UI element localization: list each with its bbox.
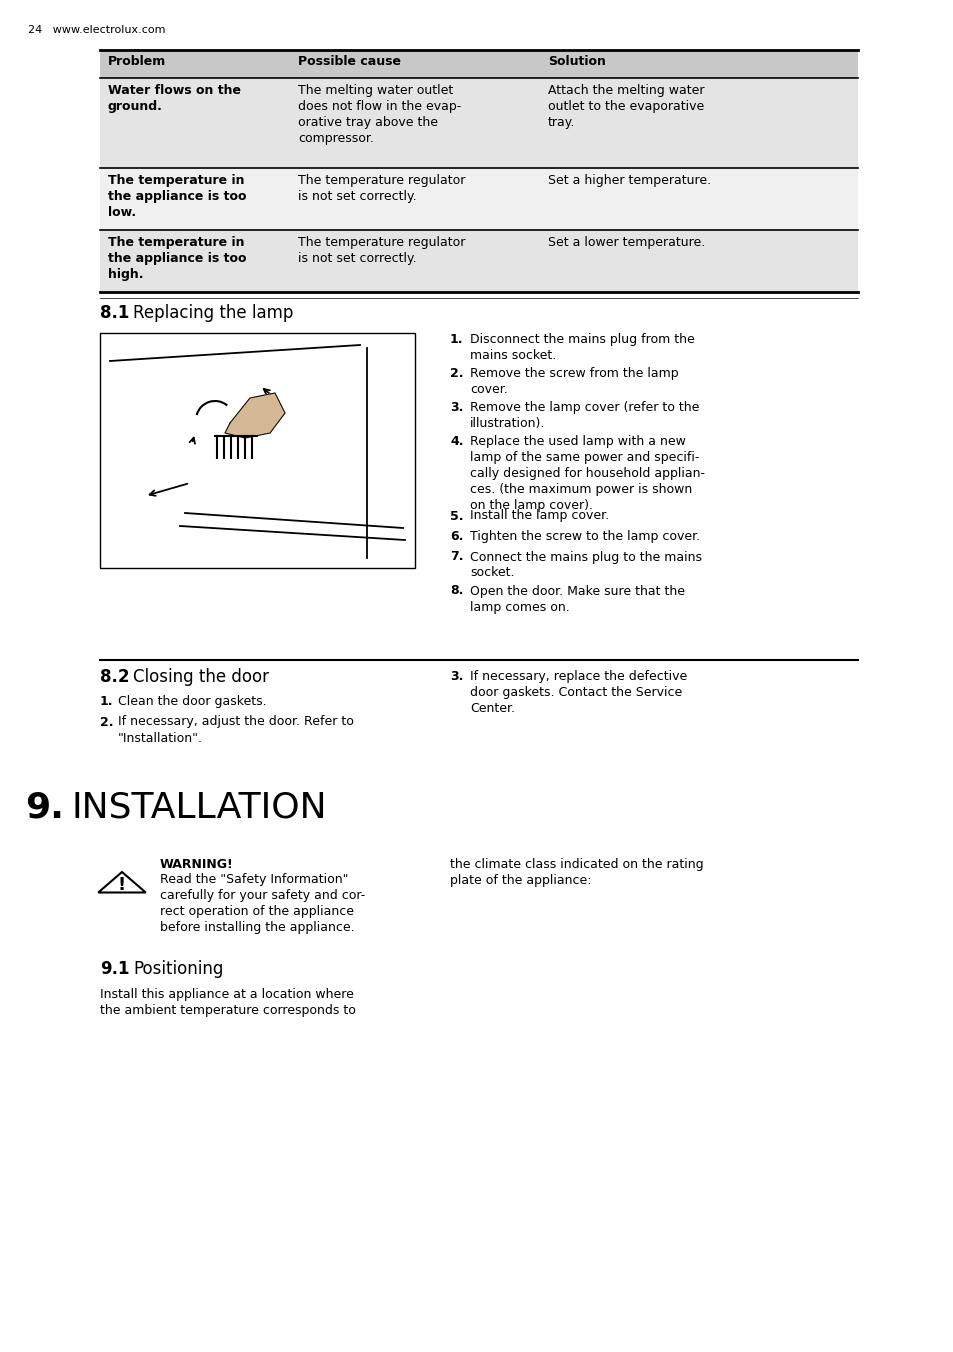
Text: Problem: Problem bbox=[108, 55, 166, 68]
Text: The temperature in
the appliance is too
high.: The temperature in the appliance is too … bbox=[108, 237, 246, 281]
Text: 9.1: 9.1 bbox=[100, 960, 130, 977]
Bar bbox=[100, 230, 857, 292]
Text: Set a higher temperature.: Set a higher temperature. bbox=[547, 174, 710, 187]
Text: Clean the door gaskets.: Clean the door gaskets. bbox=[118, 695, 266, 708]
Text: Disconnect the mains plug from the
mains socket.: Disconnect the mains plug from the mains… bbox=[470, 333, 694, 362]
Polygon shape bbox=[225, 393, 285, 438]
Text: 3.: 3. bbox=[450, 402, 463, 414]
Text: Remove the lamp cover (refer to the
illustration).: Remove the lamp cover (refer to the illu… bbox=[470, 402, 699, 430]
Text: 2.: 2. bbox=[100, 715, 113, 729]
Text: Install this appliance at a location where
the ambient temperature corresponds t: Install this appliance at a location whe… bbox=[100, 988, 355, 1017]
Text: Tighten the screw to the lamp cover.: Tighten the screw to the lamp cover. bbox=[470, 530, 700, 544]
Text: INSTALLATION: INSTALLATION bbox=[71, 790, 327, 823]
Text: Replacing the lamp: Replacing the lamp bbox=[132, 304, 294, 322]
Text: !: ! bbox=[118, 876, 126, 895]
Text: Read the "Safety Information"
carefully for your safety and cor-
rect operation : Read the "Safety Information" carefully … bbox=[160, 873, 365, 934]
Text: If necessary, replace the defective
door gaskets. Contact the Service
Center.: If necessary, replace the defective door… bbox=[470, 671, 686, 715]
Text: If necessary, adjust the door. Refer to
"Installation".: If necessary, adjust the door. Refer to … bbox=[118, 715, 354, 745]
Text: the climate class indicated on the rating
plate of the appliance:: the climate class indicated on the ratin… bbox=[450, 859, 703, 887]
Text: 2.: 2. bbox=[450, 366, 463, 380]
Text: 8.2: 8.2 bbox=[100, 668, 130, 685]
Bar bbox=[100, 168, 857, 230]
Text: 8.1: 8.1 bbox=[100, 304, 130, 322]
Text: Remove the screw from the lamp
cover.: Remove the screw from the lamp cover. bbox=[470, 366, 678, 396]
Text: 4.: 4. bbox=[450, 435, 463, 448]
Text: 24   www.electrolux.com: 24 www.electrolux.com bbox=[28, 24, 165, 35]
Text: Solution: Solution bbox=[547, 55, 605, 68]
Text: Install the lamp cover.: Install the lamp cover. bbox=[470, 510, 608, 522]
Text: 1.: 1. bbox=[450, 333, 463, 346]
Text: 8.: 8. bbox=[450, 584, 463, 598]
Text: Open the door. Make sure that the
lamp comes on.: Open the door. Make sure that the lamp c… bbox=[470, 584, 684, 614]
Text: Connect the mains plug to the mains
socket.: Connect the mains plug to the mains sock… bbox=[470, 550, 701, 580]
Text: Possible cause: Possible cause bbox=[297, 55, 400, 68]
Text: 6.: 6. bbox=[450, 530, 463, 544]
Text: Positioning: Positioning bbox=[132, 960, 223, 977]
Text: 7.: 7. bbox=[450, 550, 463, 564]
Text: Attach the melting water
outlet to the evaporative
tray.: Attach the melting water outlet to the e… bbox=[547, 84, 703, 128]
Text: The temperature regulator
is not set correctly.: The temperature regulator is not set cor… bbox=[297, 174, 465, 203]
Text: 9.: 9. bbox=[25, 790, 64, 823]
Text: Set a lower temperature.: Set a lower temperature. bbox=[547, 237, 704, 249]
Text: 1.: 1. bbox=[100, 695, 113, 708]
Text: 5.: 5. bbox=[450, 510, 463, 522]
Text: Replace the used lamp with a new
lamp of the same power and specifi-
cally desig: Replace the used lamp with a new lamp of… bbox=[470, 435, 704, 512]
Bar bbox=[100, 50, 857, 78]
Text: 3.: 3. bbox=[450, 671, 463, 683]
Text: Closing the door: Closing the door bbox=[132, 668, 269, 685]
Text: The temperature regulator
is not set correctly.: The temperature regulator is not set cor… bbox=[297, 237, 465, 265]
Text: WARNING!: WARNING! bbox=[160, 859, 233, 871]
Text: The temperature in
the appliance is too
low.: The temperature in the appliance is too … bbox=[108, 174, 246, 219]
Text: Water flows on the
ground.: Water flows on the ground. bbox=[108, 84, 241, 114]
Bar bbox=[100, 78, 857, 168]
Bar bbox=[100, 333, 415, 568]
Text: The melting water outlet
does not flow in the evap-
orative tray above the
compr: The melting water outlet does not flow i… bbox=[297, 84, 460, 145]
